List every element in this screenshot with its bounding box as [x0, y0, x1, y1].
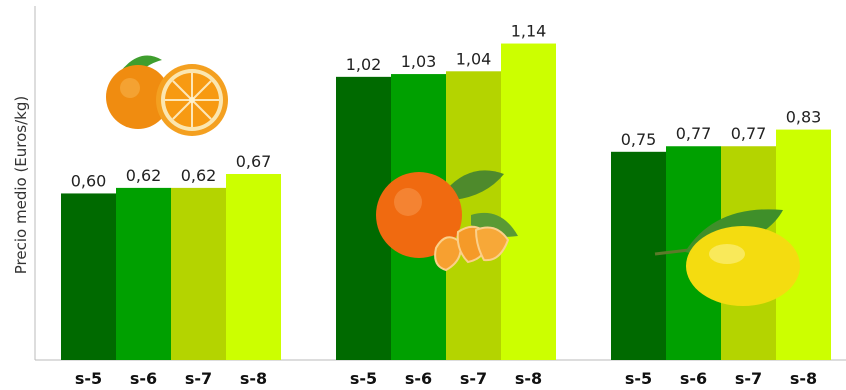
data-label: 1,04 — [456, 49, 492, 68]
data-label: 0,77 — [676, 124, 712, 143]
x-tick-label: s-6 — [130, 369, 157, 388]
bar-group2-s-8 — [501, 43, 556, 360]
x-tick-label: s-8 — [515, 369, 542, 388]
data-label: 1,02 — [346, 55, 382, 74]
data-label: 0,60 — [71, 171, 107, 190]
x-tick-label: s-7 — [460, 369, 487, 388]
lemon-fruit-icon — [654, 209, 800, 306]
bar-group1-s-5 — [61, 193, 116, 360]
data-label: 0,62 — [126, 166, 162, 185]
data-label: 0,83 — [786, 108, 822, 127]
x-tick-label: s-8 — [790, 369, 817, 388]
data-label: 1,14 — [511, 22, 547, 41]
bar-group1-s-7 — [171, 187, 226, 360]
orange-fruit-icon — [106, 55, 228, 136]
bar-group1-s-6 — [116, 187, 171, 360]
x-tick-label: s-7 — [735, 369, 762, 388]
x-tick-label: s-6 — [680, 369, 707, 388]
data-label: 0,75 — [621, 130, 657, 149]
x-tick-label: s-8 — [240, 369, 267, 388]
x-tick-label: s-6 — [405, 369, 432, 388]
x-tick-label: s-7 — [185, 369, 212, 388]
data-label: 0,77 — [731, 124, 767, 143]
data-label: 0,67 — [236, 152, 272, 171]
data-label: 0,62 — [181, 166, 217, 185]
mandarin-fruit-icon — [376, 170, 518, 272]
bar-group1-s-8 — [226, 174, 281, 360]
x-tick-label: s-5 — [350, 369, 377, 388]
bar-group3-s-5 — [611, 151, 666, 360]
x-tick-label: s-5 — [625, 369, 652, 388]
y-axis-label: Precio medio (Euros/kg) — [12, 96, 30, 274]
data-label: 1,03 — [401, 52, 437, 71]
x-tick-label: s-5 — [75, 369, 102, 388]
